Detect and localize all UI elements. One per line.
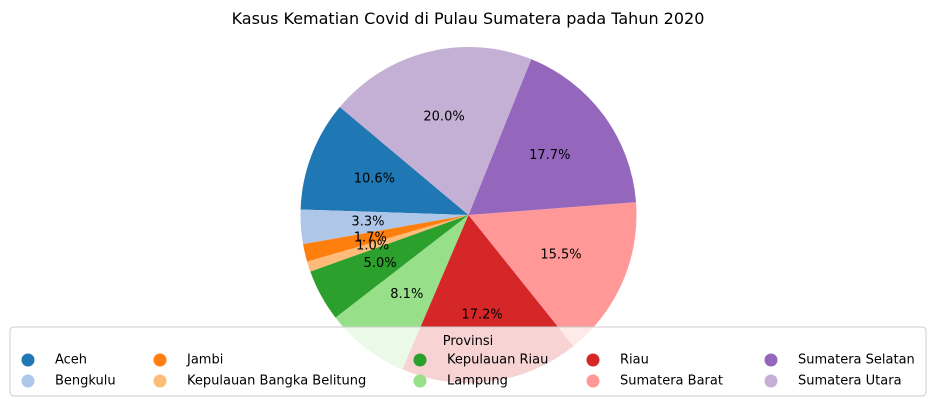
slice-percentage-label: 5.0% <box>364 256 397 271</box>
legend-items: Aceh Bengkulu Jambi Kepulauan Bangka Belitu… <box>21 353 915 389</box>
legend-item-sumatera-selatan: Sumatera Selatan <box>764 353 915 368</box>
legend-item-bengkulu: Bengkulu <box>21 374 116 389</box>
legend-marker <box>413 353 427 367</box>
legend-label: Kepulauan Bangka Belitung <box>187 374 366 389</box>
pie-slice-kepulauan-riau <box>310 215 469 318</box>
slice-percentage-label: 3.3% <box>351 215 384 230</box>
slice-percentage-label: 8.1% <box>390 287 423 302</box>
slice-percentage-label: 17.7% <box>529 148 570 163</box>
legend-marker <box>153 353 167 367</box>
legend-label: Bengkulu <box>55 374 116 389</box>
legend-title: Provinsi <box>443 334 494 349</box>
pie-slice-kepulauan-bangka-belitung <box>307 215 469 272</box>
slice-percentage-label: 15.5% <box>540 248 581 263</box>
pie-slice-sumatera-barat <box>468 202 637 347</box>
legend-item-riau: Riau <box>586 353 649 368</box>
slice-percentage-label: 17.2% <box>461 307 502 322</box>
slice-percentage-label: 1.7% <box>354 230 387 245</box>
legend-item-jambi: Jambi <box>153 353 223 368</box>
legend-label: Sumatera Utara <box>798 374 902 389</box>
legend-item-sumatera-barat: Sumatera Barat <box>586 374 723 389</box>
pie-slices <box>300 47 637 383</box>
legend-marker <box>413 374 427 388</box>
legend-item-lampung: Lampung <box>413 374 508 389</box>
legend-label: Sumatera Selatan <box>798 353 915 368</box>
slice-percentage-label: 20.0% <box>423 110 464 125</box>
legend-marker <box>21 353 35 367</box>
legend-box <box>9 326 927 397</box>
legend-label: Sumatera Barat <box>620 374 723 389</box>
legend-label: Jambi <box>186 353 223 368</box>
pie-slice-jambi <box>303 215 469 262</box>
legend-item-sumatera-utara: Sumatera Utara <box>764 374 902 389</box>
legend-label: Aceh <box>55 353 87 368</box>
slice-percentage-label: 1.0% <box>356 238 389 253</box>
legend: Provinsi Aceh Bengkulu Jambi Kepulauan Bang… <box>9 326 927 397</box>
legend-marker <box>764 374 778 388</box>
pie-slice-aceh <box>300 107 469 215</box>
legend-item-kepulauan-bangka-belitung: Kepulauan Bangka Belitung <box>153 374 366 389</box>
pie-slice-sumatera-selatan <box>468 59 637 215</box>
legend-label: Riau <box>620 353 649 368</box>
legend-item-aceh: Aceh <box>21 353 87 368</box>
percentage-labels: 10.6% 3.3%1.7%1.0% 5.0% 8.1% 17.2% 15.5% 17.7%… <box>351 110 581 323</box>
chart-title: Kasus Kematian Covid di Pulau Sumatera p… <box>232 9 705 28</box>
slice-percentage-label: 10.6% <box>354 171 395 186</box>
legend-label: Lampung <box>447 374 508 389</box>
pie-slice-sumatera-utara <box>339 47 532 215</box>
legend-item-kepulauan-riau: Kepulauan Riau <box>413 353 548 368</box>
legend-marker <box>153 374 167 388</box>
legend-marker <box>586 353 600 367</box>
legend-marker <box>21 374 35 388</box>
legend-label: Kepulauan Riau <box>447 353 548 368</box>
pie-slice-bengkulu <box>300 209 469 245</box>
legend-marker <box>586 374 600 388</box>
legend-marker <box>764 353 778 367</box>
